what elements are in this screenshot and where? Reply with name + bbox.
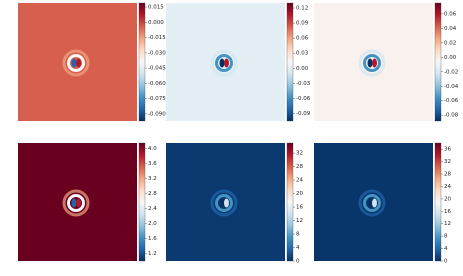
ring xyxy=(215,54,233,72)
blob xyxy=(71,198,77,208)
colorbar-tick-label: 28 xyxy=(444,172,451,178)
colorbar-tick-label: -0.02 xyxy=(444,69,458,75)
colorbar-tick-label: 16 xyxy=(444,209,451,215)
panel: 4.0 3.6 3.2 2.8 2.4 2.0 1.6 1.2 xyxy=(18,142,157,262)
blob xyxy=(367,198,373,208)
colorbar-tick-label: 0.02 xyxy=(444,40,456,46)
colorbar-tick-label: 0.09 xyxy=(296,21,309,27)
colorbar-tick-label: -0.030 xyxy=(148,50,166,56)
colorbar-tick-label: 4 xyxy=(444,246,448,252)
colorbar-tick-label: 20 xyxy=(444,196,451,202)
colorbar-tick-label: 0.00 xyxy=(444,55,457,61)
colorbar-tick-label: -0.04 xyxy=(444,84,459,90)
colorbar-tick-label: -0.03 xyxy=(296,81,311,87)
colorbar xyxy=(434,2,442,122)
colorbar-tick-label: 24 xyxy=(444,184,451,190)
colorbar-tick-label: 20 xyxy=(296,191,303,197)
panel: 0.015 0.000 -0.015 -0.030 -0.045 -0.060 -0.075… xyxy=(18,2,166,122)
blob xyxy=(372,58,377,68)
colorbar-tick-label: 0.000 xyxy=(148,20,164,26)
colorbar-tick-label: 4 xyxy=(296,245,300,251)
colorbar-tick-label: -0.09 xyxy=(296,111,311,117)
blob xyxy=(224,198,229,208)
colorbar-tick-label: 0.06 xyxy=(444,11,457,17)
blob xyxy=(372,198,377,208)
colorbar-tick-label: -0.090 xyxy=(148,111,166,117)
colorbar-tick-label: -0.015 xyxy=(148,35,166,41)
colorbar xyxy=(138,2,146,122)
colorbar-tick-label: 1.6 xyxy=(148,236,157,242)
colorbar-tick-label: 1.2 xyxy=(148,251,157,257)
ring xyxy=(363,194,381,212)
colorbar-tick-label: 32 xyxy=(296,151,303,157)
colorbar-tick-label: 0.12 xyxy=(296,6,308,12)
blob xyxy=(219,198,225,208)
colorbar-tick-label: 8 xyxy=(444,234,448,240)
colorbar-tick-label: -0.045 xyxy=(148,66,166,72)
colorbar-tick-label: 8 xyxy=(296,232,300,238)
ring xyxy=(363,54,381,72)
blob xyxy=(224,58,229,68)
ring xyxy=(358,49,386,77)
colorbar-tick-label: -0.075 xyxy=(148,96,166,102)
colorbar-tick-label: 12 xyxy=(296,218,303,224)
panel: 0.06 0.04 0.02 0.00 -0.02 -0.04 -0.06 -0.08 xyxy=(314,2,459,122)
colorbar-tick-label: 2.0 xyxy=(148,221,157,227)
panel: 36 32 28 24 20 16 12 8 4 0 xyxy=(314,142,451,265)
colorbar-tick-label: -0.060 xyxy=(148,81,166,87)
ring xyxy=(62,189,90,217)
colorbar-tick-label: 36 xyxy=(444,147,451,153)
colorbar xyxy=(286,142,294,262)
colorbar-tick-label: 3.6 xyxy=(148,161,157,167)
colorbar-tick-label: 32 xyxy=(444,159,451,165)
colorbar-tick-label: 16 xyxy=(296,205,303,211)
colorbar-tick-label: 4.0 xyxy=(148,146,157,152)
colorbar-tick-label: 3.2 xyxy=(148,176,157,182)
colorbar xyxy=(434,142,442,262)
colorbar-tick-label: 0.03 xyxy=(296,51,309,57)
panel: 32 28 24 20 16 12 8 4 0 xyxy=(166,142,303,265)
colorbar-tick-label: -0.06 xyxy=(296,96,311,102)
colorbar-tick-label: 0.00 xyxy=(296,66,309,72)
colorbar-tick-label: 2.4 xyxy=(148,206,157,212)
ring xyxy=(215,194,233,212)
colorbar xyxy=(138,142,146,262)
blob xyxy=(76,58,81,68)
colorbar-tick-label: 2.8 xyxy=(148,191,157,197)
colorbar xyxy=(286,2,294,122)
colorbar-tick-label: 12 xyxy=(444,221,451,227)
ring xyxy=(67,194,85,212)
blob xyxy=(76,198,81,208)
colorbar-tick-label: 0.015 xyxy=(148,5,164,11)
ring xyxy=(358,189,386,217)
ring xyxy=(210,189,238,217)
colorbar-tick-label: -0.08 xyxy=(444,113,459,119)
colorbar-tick-label: 0 xyxy=(296,259,300,265)
blob xyxy=(71,58,77,68)
colorbar-tick-label: 28 xyxy=(296,164,303,170)
panel: 0.12 0.09 0.06 0.03 0.00 -0.03 -0.06 -0.09 xyxy=(166,2,311,122)
colorbar-tick-label: 0 xyxy=(444,259,448,265)
ring xyxy=(210,49,238,77)
colorbar-tick-label: 0.04 xyxy=(444,26,457,32)
colorbar-tick-label: -0.06 xyxy=(444,98,459,104)
colorbar-tick-label: 0.06 xyxy=(296,36,309,42)
colorbar-tick-label: 24 xyxy=(296,178,303,184)
blob xyxy=(219,58,225,68)
ring xyxy=(62,49,90,77)
blob xyxy=(367,58,373,68)
ring xyxy=(67,54,85,72)
